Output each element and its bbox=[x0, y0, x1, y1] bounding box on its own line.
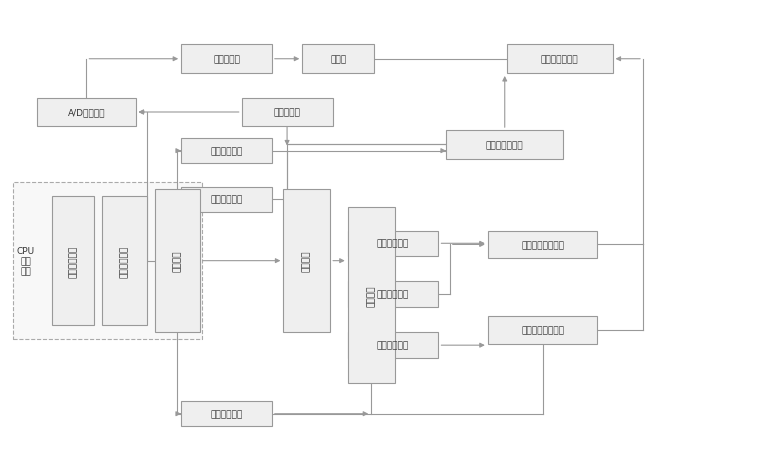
FancyBboxPatch shape bbox=[283, 189, 330, 333]
FancyBboxPatch shape bbox=[241, 99, 332, 127]
FancyBboxPatch shape bbox=[181, 401, 272, 426]
FancyBboxPatch shape bbox=[488, 231, 598, 259]
FancyBboxPatch shape bbox=[348, 208, 395, 384]
Text: 运行指示: 运行指示 bbox=[302, 250, 311, 272]
FancyBboxPatch shape bbox=[181, 45, 272, 74]
Text: 第三控制回路: 第三控制回路 bbox=[210, 409, 243, 418]
Text: 第一控制回路: 第一控制回路 bbox=[210, 147, 243, 156]
Text: 低压间歇加磁电路: 低压间歇加磁电路 bbox=[521, 240, 564, 249]
Text: 电压变换回路: 电压变换回路 bbox=[377, 341, 409, 350]
Text: A/D采集模块: A/D采集模块 bbox=[68, 108, 105, 117]
FancyBboxPatch shape bbox=[37, 99, 136, 127]
Text: 强激磁启动元件: 强激磁启动元件 bbox=[486, 140, 524, 149]
FancyBboxPatch shape bbox=[13, 182, 202, 340]
FancyBboxPatch shape bbox=[154, 189, 200, 333]
Text: 突然断电去磁回路: 突然断电去磁回路 bbox=[521, 326, 564, 335]
Text: 单相电源: 单相电源 bbox=[367, 285, 375, 307]
Text: 数据处理单元: 数据处理单元 bbox=[120, 245, 129, 277]
FancyBboxPatch shape bbox=[446, 131, 564, 159]
Text: 主线圈、辅线圈: 主线圈、辅线圈 bbox=[540, 55, 578, 64]
Text: 第二控制回路: 第二控制回路 bbox=[210, 195, 243, 204]
FancyBboxPatch shape bbox=[181, 187, 272, 213]
FancyBboxPatch shape bbox=[181, 139, 272, 164]
FancyBboxPatch shape bbox=[52, 197, 94, 326]
Text: 电流传感器: 电流传感器 bbox=[213, 55, 240, 64]
Text: 数据存储单元: 数据存储单元 bbox=[69, 245, 78, 277]
Text: 控制单元: 控制单元 bbox=[173, 250, 182, 272]
Text: 负载端: 负载端 bbox=[330, 55, 346, 64]
Text: 第一整流回路: 第一整流回路 bbox=[377, 239, 409, 248]
FancyBboxPatch shape bbox=[348, 231, 439, 257]
FancyBboxPatch shape bbox=[507, 45, 613, 74]
Text: 电压传感器: 电压传感器 bbox=[274, 108, 301, 117]
Text: CPU
控制
模块: CPU 控制 模块 bbox=[17, 246, 35, 276]
FancyBboxPatch shape bbox=[102, 197, 147, 326]
FancyBboxPatch shape bbox=[348, 282, 439, 307]
FancyBboxPatch shape bbox=[348, 333, 439, 358]
FancyBboxPatch shape bbox=[302, 45, 374, 74]
FancyBboxPatch shape bbox=[488, 317, 598, 344]
Text: 第二整流回路: 第二整流回路 bbox=[377, 290, 409, 299]
